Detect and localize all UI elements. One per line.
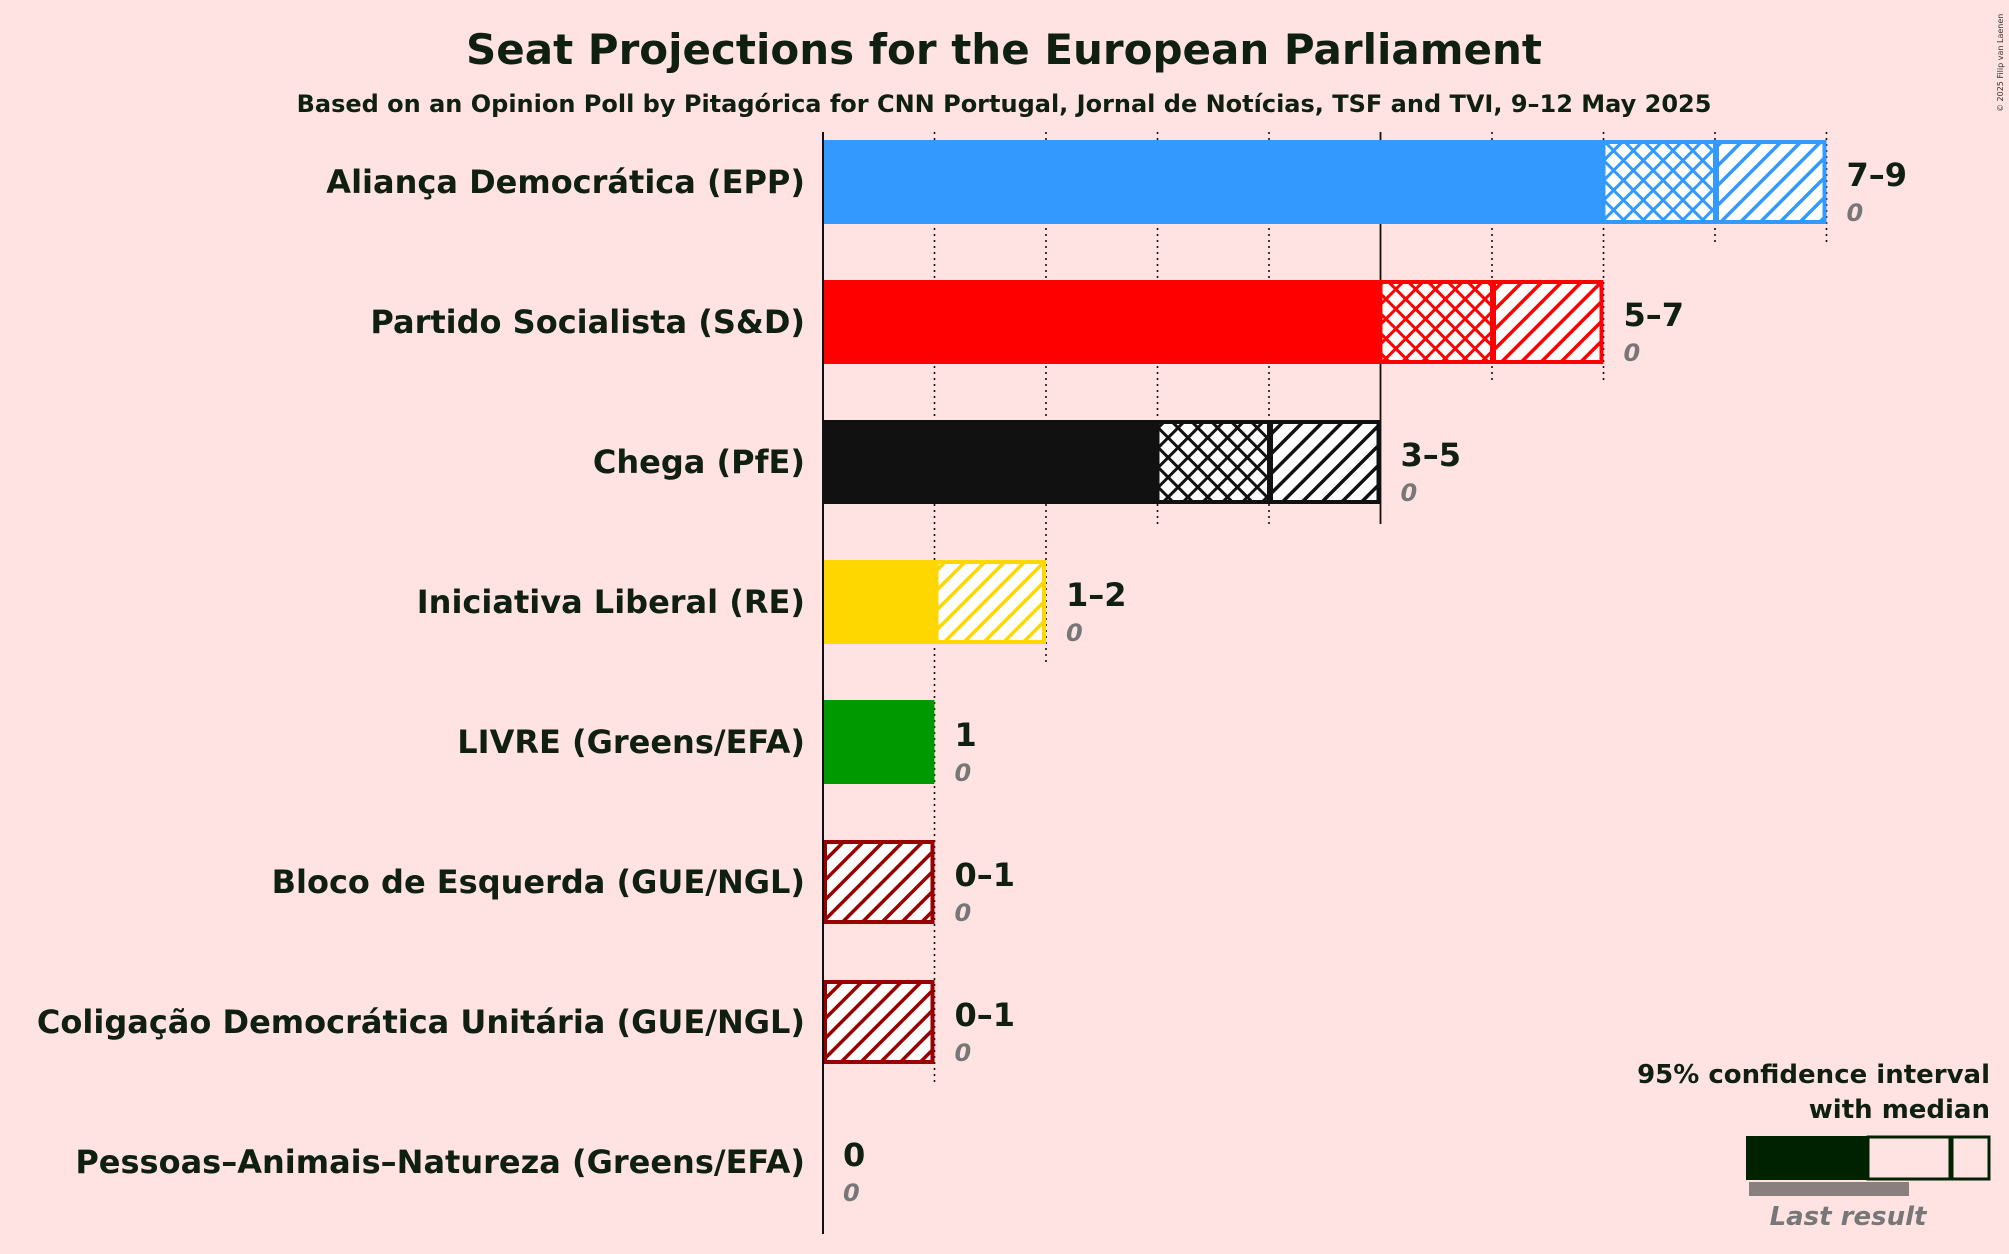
chart-title: Seat Projections for the European Parlia… bbox=[466, 25, 1542, 74]
bar-ci-lower bbox=[1155, 420, 1271, 504]
legend: 95% confidence interval with median Last… bbox=[1637, 1060, 1991, 1232]
party-label: Coligação Democrática Unitária (GUE/NGL) bbox=[37, 1003, 805, 1041]
party-row: Chega (PfE) 3–5 0 bbox=[593, 420, 1461, 507]
range-label: 0 bbox=[843, 1136, 865, 1174]
last-result-label: 0 bbox=[1624, 339, 1641, 367]
last-result-label: 0 bbox=[1847, 199, 1864, 227]
party-label: Iniciativa Liberal (RE) bbox=[417, 583, 805, 621]
bar-ci-upper bbox=[823, 840, 935, 924]
legend-line2: with median bbox=[1809, 1095, 1990, 1125]
last-result-label: 0 bbox=[1401, 479, 1418, 507]
bar-solid bbox=[823, 140, 1604, 224]
legend-solid bbox=[1746, 1136, 1868, 1180]
party-row: LIVRE (Greens/EFA) 1 0 bbox=[457, 700, 977, 787]
bar-solid bbox=[823, 280, 1381, 364]
last-result-label: 0 bbox=[1066, 619, 1083, 647]
party-row: Aliança Democrática (EPP) 7–9 0 bbox=[326, 140, 1907, 227]
chart-subtitle: Based on an Opinion Poll by Pitagórica f… bbox=[297, 90, 1712, 118]
last-result-label: 0 bbox=[955, 899, 972, 927]
bar-ci-upper bbox=[1715, 140, 1827, 224]
legend-last-result: Last result bbox=[1770, 1202, 1928, 1232]
bar-solid bbox=[823, 560, 935, 644]
range-label: 0–1 bbox=[955, 996, 1016, 1034]
bar-ci-lower bbox=[1601, 140, 1717, 224]
range-label: 1–2 bbox=[1066, 576, 1127, 614]
bar-ci-lower bbox=[1378, 280, 1494, 364]
range-label: 5–7 bbox=[1624, 296, 1685, 334]
copyright-notice: © 2025 Filip van Laenen bbox=[1996, 14, 2005, 112]
range-label: 0–1 bbox=[955, 856, 1016, 894]
bar-solid bbox=[823, 420, 1158, 504]
legend-swatch bbox=[1746, 1135, 1991, 1196]
legend-crosshatch bbox=[1866, 1135, 1952, 1181]
bar-ci-upper bbox=[823, 980, 935, 1064]
party-label: Aliança Democrática (EPP) bbox=[326, 163, 805, 201]
range-label: 1 bbox=[955, 716, 977, 754]
legend-line1: 95% confidence interval bbox=[1637, 1060, 1990, 1090]
last-result-label: 0 bbox=[955, 1039, 972, 1067]
party-label: LIVRE (Greens/EFA) bbox=[457, 723, 805, 761]
bar-ci-upper bbox=[1269, 420, 1381, 504]
bar-ci-upper bbox=[934, 560, 1046, 644]
last-result-label: 0 bbox=[843, 1179, 860, 1207]
range-label: 3–5 bbox=[1401, 436, 1462, 474]
legend-last-result-bar bbox=[1749, 1182, 1909, 1196]
party-row: Bloco de Esquerda (GUE/NGL) 0–1 0 bbox=[272, 840, 1016, 927]
party-row: Pessoas–Animais–Natureza (Greens/EFA) 0 0 bbox=[75, 1136, 865, 1207]
party-label: Chega (PfE) bbox=[593, 443, 805, 481]
party-label: Partido Socialista (S&D) bbox=[370, 303, 805, 341]
bar-ci-upper bbox=[1492, 280, 1604, 364]
legend-hatch bbox=[1950, 1135, 1991, 1181]
party-row: Iniciativa Liberal (RE) 1–2 0 bbox=[417, 560, 1127, 647]
party-label: Pessoas–Animais–Natureza (Greens/EFA) bbox=[75, 1143, 805, 1181]
party-row: Partido Socialista (S&D) 5–7 0 bbox=[370, 280, 1684, 367]
bar-solid bbox=[823, 700, 935, 784]
last-result-label: 0 bbox=[955, 759, 972, 787]
party-label: Bloco de Esquerda (GUE/NGL) bbox=[272, 863, 805, 901]
range-label: 7–9 bbox=[1847, 156, 1908, 194]
party-row: Coligação Democrática Unitária (GUE/NGL)… bbox=[37, 980, 1016, 1067]
